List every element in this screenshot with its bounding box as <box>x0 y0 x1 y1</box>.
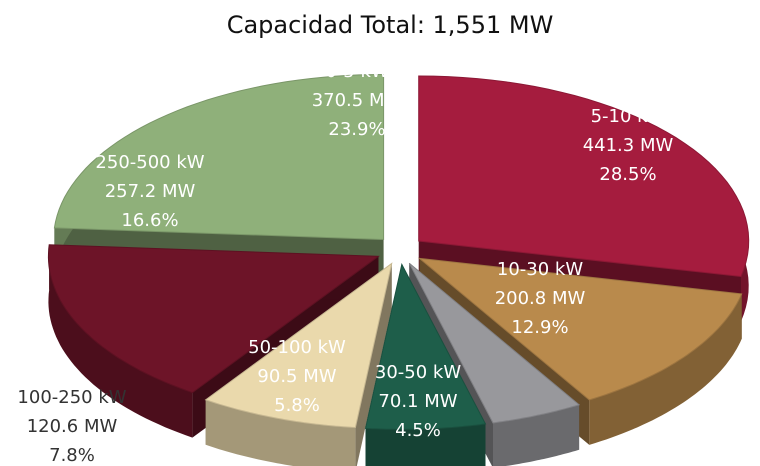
slice-percent-label: 4.5% <box>395 420 441 441</box>
slice-percent-label: 16.6% <box>121 210 178 231</box>
slice-side <box>365 424 486 466</box>
slice-value-label: 200.8 MW <box>495 288 586 309</box>
slice-top <box>204 262 393 429</box>
slice-value-label: 70.1 MW <box>378 391 457 412</box>
slice-value-label: 257.2 MW <box>105 181 196 202</box>
slice-label: 10-30 kW <box>497 259 583 280</box>
slice-value-label: 441.3 MW <box>583 135 674 156</box>
slice-value-label: 90.5 MW <box>257 366 336 387</box>
slice-top <box>53 73 385 241</box>
slice-label: 5-10 kW <box>591 106 666 127</box>
chart-title: Capacidad Total: 1,551 MW <box>227 11 554 39</box>
slice-top <box>417 257 743 401</box>
slice-label: 250-500 kW <box>95 152 204 173</box>
slice <box>204 262 393 466</box>
slice-top <box>364 262 487 430</box>
slice-label: 30-50 kW <box>375 362 461 383</box>
slice-top <box>408 262 581 424</box>
slice <box>364 262 487 466</box>
slice-label: 100-250 kW <box>17 387 126 408</box>
slice-percent-label: 7.8% <box>49 445 95 466</box>
labels: 0-5 kW 370.5 MW 23.9% 5-10 kW 441.3 MW 28.5% 1… <box>17 61 673 466</box>
slice-top <box>47 244 380 394</box>
slice-percent-label: 28.5% <box>599 164 656 185</box>
slice-label: 0-5 kW <box>325 61 389 82</box>
slice-label: 50-100 kW <box>248 337 346 358</box>
slice-side <box>48 244 193 438</box>
slice-percent-label: 12.9% <box>511 317 568 338</box>
slice-percent-label: 23.9% <box>328 119 385 140</box>
slice-percent-label: 5.8% <box>274 395 320 416</box>
slice-side <box>589 293 742 445</box>
slices <box>47 73 750 466</box>
slice-value-label: 370.5 MW <box>312 90 403 111</box>
slice-side <box>205 399 356 466</box>
slice-top <box>418 75 750 278</box>
slice-value-label: 120.6 MW <box>27 416 118 437</box>
